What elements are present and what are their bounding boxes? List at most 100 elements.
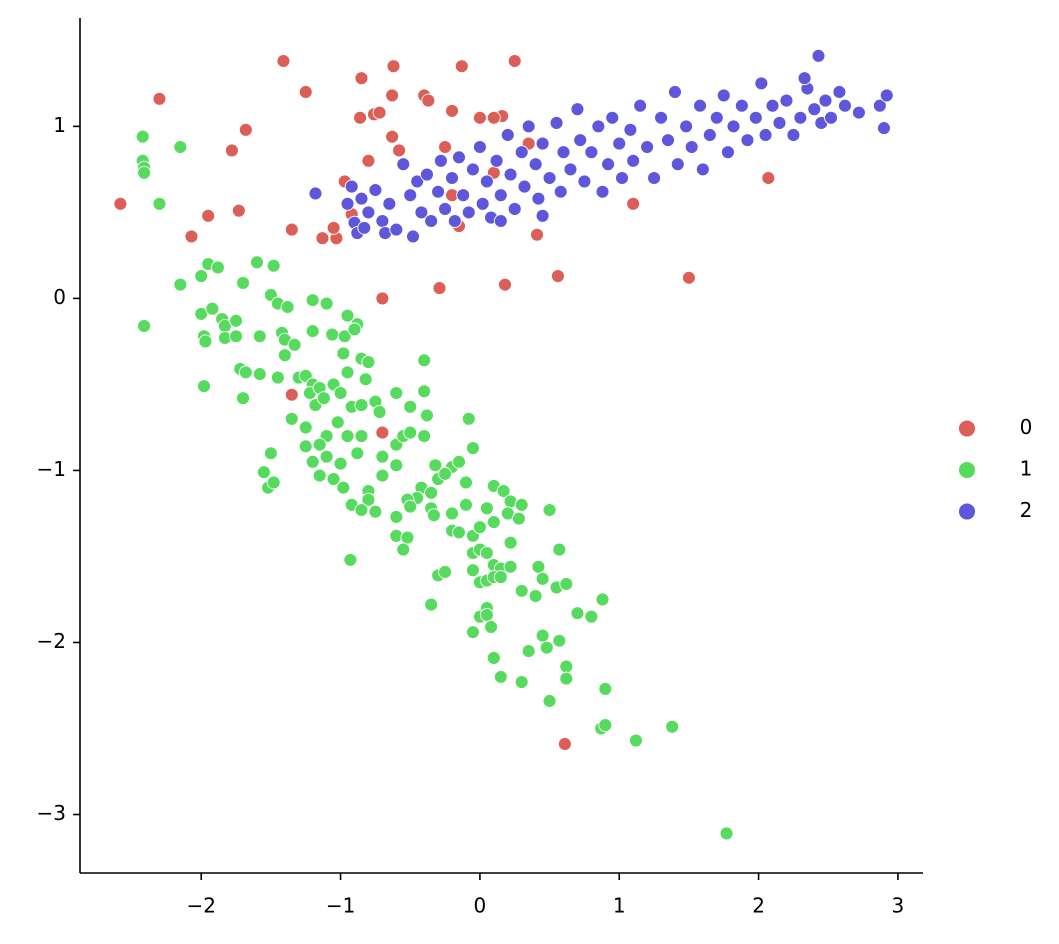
point — [353, 110, 368, 125]
point — [312, 437, 327, 452]
point — [493, 214, 508, 228]
point — [198, 334, 213, 349]
point — [333, 456, 348, 471]
point — [354, 503, 369, 517]
point — [424, 485, 439, 500]
point — [623, 122, 638, 137]
point — [414, 205, 429, 220]
point — [396, 542, 411, 557]
point — [511, 511, 526, 526]
point — [336, 480, 351, 495]
point — [319, 449, 334, 464]
point — [445, 103, 459, 118]
point — [319, 296, 334, 311]
point — [137, 165, 152, 180]
point — [433, 153, 448, 168]
point — [284, 387, 299, 402]
point — [695, 162, 710, 177]
point — [403, 425, 418, 440]
point — [231, 203, 246, 218]
point — [493, 570, 508, 585]
point — [421, 93, 436, 108]
point — [595, 592, 610, 607]
point — [312, 468, 327, 483]
point — [503, 559, 518, 574]
point — [205, 301, 220, 316]
y-tick-label: 0 — [53, 285, 66, 309]
legend-label: 0 — [1020, 415, 1033, 439]
point — [333, 386, 348, 400]
point — [668, 85, 682, 99]
point — [542, 694, 557, 708]
point — [308, 186, 323, 201]
point — [354, 191, 369, 206]
point — [716, 88, 731, 103]
point — [375, 425, 390, 440]
point — [438, 202, 453, 216]
point — [224, 143, 239, 158]
point — [500, 128, 515, 142]
point — [503, 535, 518, 550]
point — [557, 737, 572, 751]
point — [584, 145, 599, 160]
point — [496, 484, 511, 499]
point — [598, 681, 613, 696]
point — [489, 153, 504, 168]
point — [838, 98, 852, 113]
point — [793, 110, 808, 125]
point — [197, 379, 211, 394]
legend-marker — [958, 419, 976, 438]
point — [521, 119, 536, 134]
point — [368, 504, 383, 519]
point — [238, 365, 253, 380]
point — [832, 85, 847, 99]
point — [113, 196, 128, 211]
point — [472, 110, 487, 125]
point — [287, 337, 302, 352]
point — [361, 492, 376, 507]
point — [542, 171, 557, 185]
point — [479, 546, 494, 560]
point — [420, 167, 434, 182]
point — [851, 105, 866, 120]
point — [135, 129, 150, 144]
point — [354, 398, 369, 413]
point — [530, 227, 544, 242]
x-tick-label: 0 — [474, 894, 487, 918]
point — [553, 184, 568, 199]
point — [280, 300, 295, 314]
point — [539, 640, 554, 655]
point — [417, 384, 432, 399]
point — [284, 411, 299, 426]
point — [305, 454, 320, 469]
point — [298, 439, 313, 454]
point — [693, 98, 708, 113]
point — [772, 115, 787, 130]
point — [372, 105, 387, 120]
point — [368, 183, 383, 197]
point — [375, 468, 390, 483]
point — [559, 659, 574, 674]
point — [459, 497, 473, 512]
point — [426, 508, 441, 523]
point — [786, 128, 801, 142]
point — [277, 348, 292, 363]
point — [392, 143, 407, 158]
point — [720, 145, 735, 160]
point — [445, 506, 459, 521]
point — [357, 220, 372, 235]
point — [447, 214, 462, 228]
point — [535, 136, 550, 151]
point — [486, 651, 501, 665]
point — [679, 119, 694, 134]
legend-label: 1 — [1020, 457, 1033, 481]
point — [601, 157, 616, 172]
point — [748, 110, 763, 125]
point — [438, 564, 453, 579]
point — [389, 222, 404, 237]
point — [493, 669, 508, 684]
point — [503, 167, 518, 182]
point — [385, 129, 400, 144]
point — [263, 446, 278, 461]
point — [552, 542, 567, 557]
